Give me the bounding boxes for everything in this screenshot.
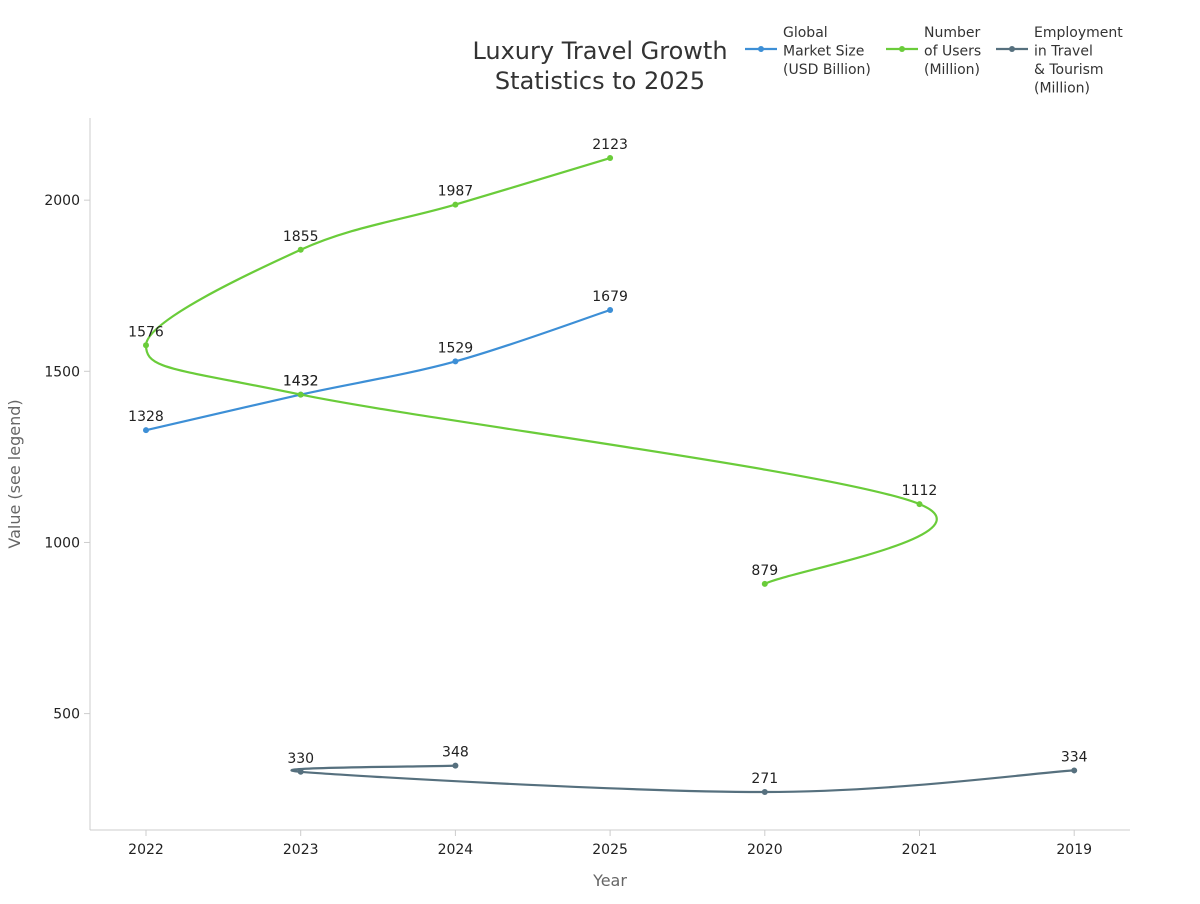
data-point bbox=[452, 201, 459, 208]
legend-label-line: Global bbox=[783, 25, 828, 41]
data-label: 1112 bbox=[902, 483, 938, 499]
legend-label-line: (USD Billion) bbox=[783, 62, 871, 78]
legend-label-line: of Users bbox=[924, 44, 981, 60]
legend-swatch-marker bbox=[899, 46, 905, 52]
x-tick-label: 2024 bbox=[438, 842, 474, 858]
data-label: 334 bbox=[1061, 749, 1088, 765]
data-point bbox=[297, 391, 304, 398]
data-point bbox=[143, 342, 149, 349]
data-label: 1328 bbox=[128, 409, 164, 425]
legend-swatch-marker bbox=[1009, 46, 1015, 52]
legend-label-line: Number bbox=[924, 25, 980, 41]
data-point bbox=[297, 246, 304, 253]
data-label: 348 bbox=[442, 745, 469, 761]
chart-legend: Global Market Size (USD Billion) Number of U… bbox=[745, 25, 1123, 97]
x-tick-label: 2019 bbox=[1056, 842, 1092, 858]
series-line-1 bbox=[144, 157, 938, 585]
legend-label-line: Employment bbox=[1034, 25, 1123, 41]
x-tick-label: 2022 bbox=[128, 842, 164, 858]
data-point bbox=[452, 358, 459, 365]
data-point bbox=[143, 427, 149, 434]
x-tick-label: 2021 bbox=[902, 842, 938, 858]
data-point bbox=[607, 155, 614, 162]
legend-swatch-marker bbox=[758, 46, 764, 52]
data-label: 1432 bbox=[283, 374, 319, 390]
legend-label-line: & Tourism bbox=[1034, 62, 1104, 78]
data-label: 1576 bbox=[128, 324, 164, 340]
chart-axes: 500 1000 1500 2000 2022 2023 2024 2025 2020 2021 2… bbox=[5, 118, 1130, 890]
data-point bbox=[761, 789, 768, 796]
data-point bbox=[452, 762, 459, 769]
data-point bbox=[1071, 767, 1078, 774]
point-labels: 1328143215291679212319871855157614321112… bbox=[128, 137, 1087, 787]
data-label: 1432 bbox=[283, 374, 319, 390]
legend-label-line: (Million) bbox=[924, 62, 980, 78]
data-point bbox=[607, 307, 614, 314]
data-label: 879 bbox=[751, 563, 778, 579]
y-axis-title: Value (see legend) bbox=[5, 399, 24, 548]
legend-label-line: (Million) bbox=[1034, 81, 1090, 97]
data-label: 1855 bbox=[283, 229, 319, 245]
legend-label-line: in Travel bbox=[1034, 44, 1093, 60]
data-point bbox=[297, 768, 304, 775]
data-label: 1679 bbox=[592, 289, 628, 305]
legend-label-line: Market Size bbox=[783, 44, 864, 60]
data-point bbox=[916, 501, 923, 508]
x-axis-title: Year bbox=[592, 871, 627, 890]
x-tick-label: 2023 bbox=[283, 842, 319, 858]
y-tick-label: 1000 bbox=[44, 535, 80, 551]
series-line-2 bbox=[290, 764, 1076, 794]
data-label: 1529 bbox=[438, 340, 474, 356]
chart-title-line: Statistics to 2025 bbox=[495, 67, 705, 95]
data-label: 330 bbox=[287, 751, 314, 767]
series-lines bbox=[143, 155, 1078, 796]
x-tick-label: 2020 bbox=[747, 842, 783, 858]
data-label: 271 bbox=[751, 771, 778, 787]
x-tick-label: 2025 bbox=[592, 842, 628, 858]
y-tick-label: 2000 bbox=[44, 193, 80, 209]
y-tick-label: 500 bbox=[53, 707, 80, 723]
y-tick-label: 1500 bbox=[44, 364, 80, 380]
chart-title-line: Luxury Travel Growth bbox=[472, 37, 727, 65]
data-label: 1987 bbox=[438, 184, 474, 200]
data-point bbox=[761, 580, 768, 587]
series-line-0 bbox=[144, 308, 612, 432]
data-label: 2123 bbox=[592, 137, 628, 153]
